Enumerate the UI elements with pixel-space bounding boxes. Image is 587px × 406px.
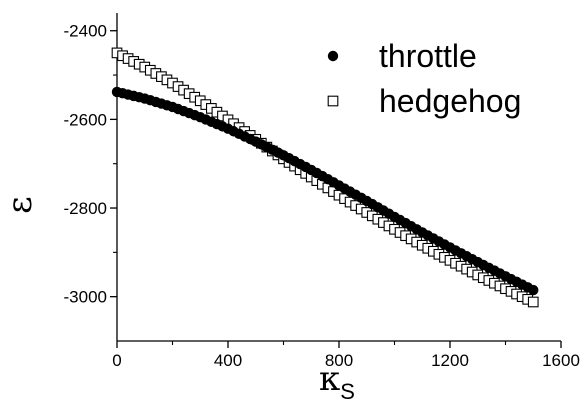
hedgehog-point xyxy=(527,296,539,308)
legend: throttle hedgehog xyxy=(327,38,521,119)
y-axis-title: ε xyxy=(0,196,40,214)
y-tick-label: -2800 xyxy=(64,199,107,218)
ticks: 0 400 800 1200 1600 -2400 -2600 -2800 -3000 xyxy=(64,22,580,370)
x-tick-label: 400 xyxy=(214,351,242,370)
data-series xyxy=(111,47,539,308)
x-tick-label: 1600 xyxy=(542,351,580,370)
throttle-point xyxy=(528,284,539,296)
legend-label-throttle: throttle xyxy=(379,38,477,74)
x-axis-title-subscript: S xyxy=(340,379,355,404)
legend-label-hedgehog: hedgehog xyxy=(379,83,521,119)
legend-marker-throttle xyxy=(327,50,339,62)
axes xyxy=(116,13,561,342)
x-tick-label: 1200 xyxy=(431,351,469,370)
y-tick-label: -3000 xyxy=(64,288,107,307)
y-tick-label: -2600 xyxy=(64,110,107,129)
x-axis-title: κS xyxy=(319,359,355,404)
x-tick-label: 800 xyxy=(325,351,353,370)
x-tick-label: 0 xyxy=(112,351,121,370)
legend-marker-hedgehog xyxy=(327,95,339,107)
y-tick-label: -2400 xyxy=(64,22,107,41)
x-axis-title-main: κ xyxy=(319,359,340,399)
series-throttle xyxy=(111,86,539,296)
